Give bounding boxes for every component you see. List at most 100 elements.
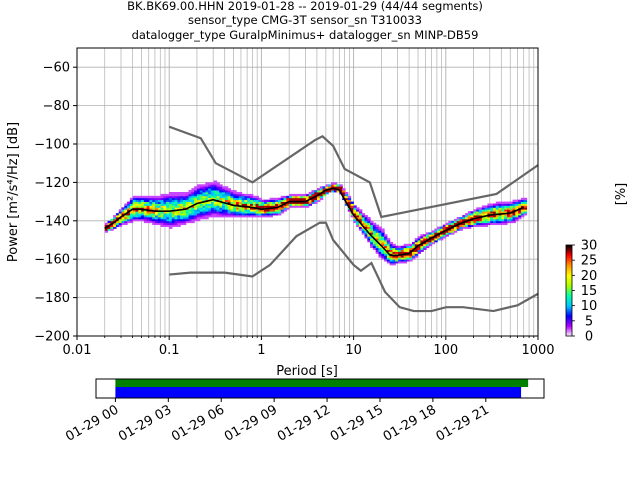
- psd-density-cell: [196, 215, 201, 218]
- psd-density-cell: [202, 188, 206, 191]
- psd-density-cell: [129, 205, 134, 208]
- psd-density-cell: [191, 209, 195, 212]
- psd-density-cell: [403, 261, 408, 264]
- psd-density-cell: [420, 249, 424, 252]
- psd-density-cell: [155, 203, 159, 206]
- colorbar-segment: [566, 292, 572, 294]
- psd-density-cell: [202, 207, 206, 210]
- psd-density-cell: [459, 220, 463, 224]
- psd-density-cell: [456, 224, 461, 227]
- psd-density-cell: [129, 216, 134, 220]
- psd-density-cell: [230, 199, 234, 202]
- psd-density-cell: [406, 257, 410, 260]
- psd-density-cell: [252, 203, 257, 206]
- psd-density-cell: [358, 211, 363, 214]
- psd-density-cell: [269, 197, 273, 201]
- psd-density-cell: [266, 199, 271, 202]
- psd-density-cell: [425, 238, 430, 241]
- colorbar-segment: [566, 276, 572, 279]
- psd-density-cell: [523, 209, 528, 212]
- psd-density-cell: [384, 251, 388, 254]
- psd-density-cell: [358, 226, 363, 229]
- psd-density-cell: [118, 215, 123, 218]
- psd-density-cell: [378, 249, 382, 252]
- psd-density-cell: [479, 218, 483, 222]
- psd-density-cell: [208, 192, 212, 195]
- psd-density-cell: [372, 228, 377, 231]
- colorbar-segment: [566, 269, 572, 272]
- psd-density-cell: [244, 197, 248, 201]
- psd-density-cell: [171, 218, 176, 222]
- psd-density-cell: [275, 205, 279, 208]
- psd-density-cell: [375, 238, 380, 241]
- psd-density-cell: [222, 186, 226, 189]
- psd-density-cell: [110, 218, 114, 222]
- psd-density-cell: [392, 249, 396, 252]
- psd-density-cell: [492, 203, 497, 206]
- psd-density-cell: [378, 234, 382, 237]
- psd-density-cell: [199, 215, 204, 218]
- psd-density-cell: [473, 211, 477, 214]
- psd-density-cell: [509, 205, 514, 208]
- timeline-tick-label: 01-29 03: [116, 402, 174, 444]
- psd-density-cell: [381, 249, 385, 252]
- psd-density-cell: [199, 197, 204, 201]
- psd-density-cell: [233, 213, 237, 216]
- psd-density-cell: [512, 216, 516, 220]
- psd-density-cell: [163, 199, 167, 202]
- psd-density-cell: [439, 236, 444, 239]
- psd-density-cell: [252, 199, 257, 202]
- psd-density-cell: [501, 220, 505, 224]
- psd-density-cell: [459, 224, 463, 227]
- psd-density-cell: [523, 201, 528, 204]
- psd-density-cell: [241, 195, 246, 199]
- psd-density-cell: [177, 216, 181, 220]
- psd-density-cell: [160, 197, 165, 201]
- psd-density-cell: [224, 209, 229, 212]
- psd-density-cell: [174, 201, 178, 204]
- psd-density-cell: [132, 218, 137, 222]
- psd-density-cell: [230, 215, 234, 218]
- psd-density-cell: [216, 192, 220, 195]
- psd-density-cell: [180, 197, 184, 201]
- psd-density-cell: [515, 218, 519, 222]
- psd-density-cell: [171, 197, 176, 201]
- psd-density-cell: [370, 220, 374, 224]
- psd-density-cell: [196, 211, 201, 214]
- psd-density-cell: [104, 228, 109, 231]
- psd-density-cell: [411, 255, 416, 258]
- psd-density-cell: [177, 201, 181, 204]
- psd-density-cell: [384, 255, 388, 258]
- psd-density-cell: [152, 197, 156, 201]
- psd-density-cell: [411, 243, 416, 247]
- psd-density-cell: [389, 263, 394, 266]
- psd-density-cell: [509, 201, 514, 204]
- psd-density-cell: [143, 203, 148, 206]
- psd-density-cell: [506, 203, 511, 206]
- psd-density-cell: [442, 226, 447, 229]
- psd-density-cell: [160, 205, 165, 208]
- colorbar-segment: [566, 329, 572, 332]
- psd-density-cell: [210, 182, 215, 185]
- psd-density-cell: [191, 220, 195, 224]
- psd-density-cell: [185, 218, 190, 222]
- psd-density-cell: [515, 201, 519, 204]
- psd-density-cell: [473, 220, 477, 224]
- colorbar-segment: [566, 295, 572, 297]
- psd-density-cell: [127, 216, 131, 220]
- psd-density-cell: [361, 222, 366, 226]
- y-tick-label: −80: [43, 99, 70, 114]
- psd-density-cell: [481, 209, 486, 212]
- psd-density-cell: [194, 218, 198, 222]
- psd-density-cell: [227, 215, 232, 218]
- psd-density-cell: [384, 240, 388, 243]
- psd-density-cell: [171, 203, 176, 206]
- psd-density-cell: [236, 192, 240, 195]
- psd-density-cell: [506, 216, 511, 220]
- x-tick-label: 0.1: [159, 343, 180, 358]
- psd-density-cell: [305, 197, 310, 201]
- psd-density-cell: [216, 182, 220, 185]
- psd-density-cell: [199, 207, 204, 210]
- psd-density-cell: [191, 205, 195, 208]
- psd-density-cell: [400, 245, 405, 249]
